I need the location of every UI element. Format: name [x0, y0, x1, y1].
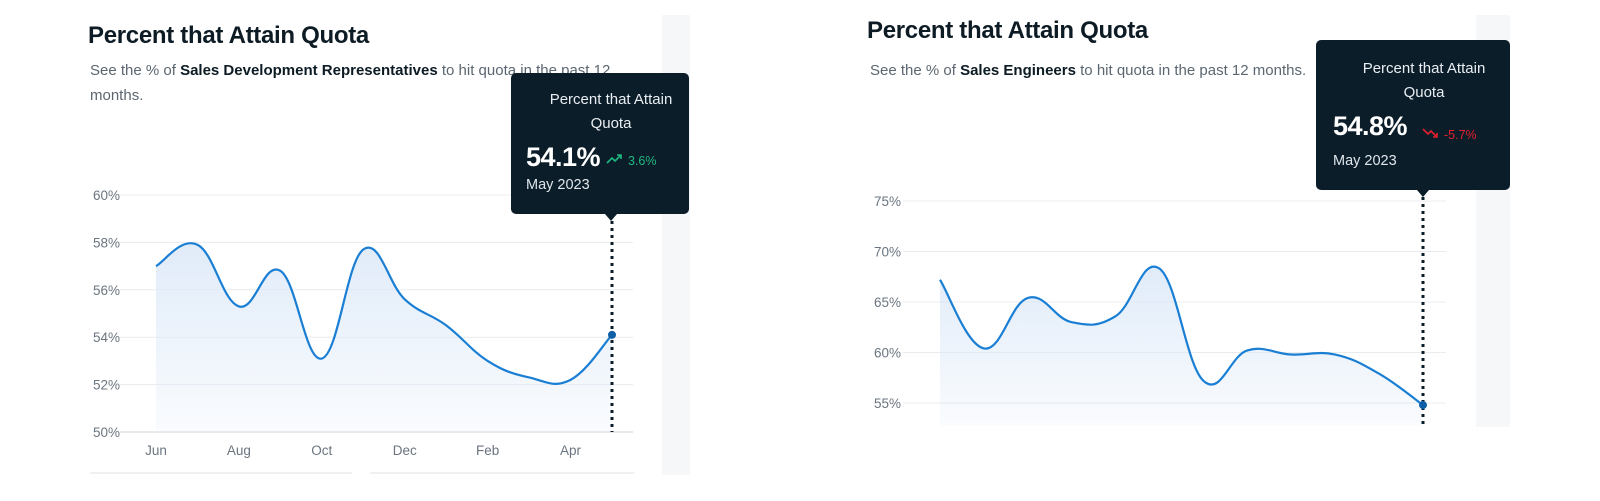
highlighted-point [1419, 401, 1427, 410]
tooltip-change-value: 3.6% [628, 153, 657, 168]
x-tick-label: Aug [227, 443, 251, 458]
y-tick-label: 60% [93, 188, 120, 203]
y-tick-label: 56% [93, 283, 120, 298]
chart-description: See the % of Sales Engineers to hit quot… [870, 58, 1330, 83]
x-tick-label: Oct [311, 443, 332, 458]
y-tick-label: 75% [874, 194, 901, 209]
divider [90, 472, 352, 474]
series-area [940, 266, 1423, 426]
x-tick-label: Dec [393, 443, 417, 458]
tooltip-pointer [1417, 190, 1429, 197]
tooltip-change-value: -5.7% [1444, 127, 1477, 142]
tooltip-date: May 2023 [526, 177, 590, 193]
divider [370, 472, 634, 474]
y-tick-label: 60% [874, 346, 901, 361]
tooltip-value: 54.8% [1333, 111, 1408, 141]
y-tick-label: 65% [874, 295, 901, 310]
y-tick-label: 50% [93, 425, 120, 440]
tooltip-value: 54.1% [526, 142, 601, 172]
y-tick-label: 70% [874, 245, 901, 260]
chart-title: Percent that Attain Quota [88, 22, 369, 49]
y-tick-label: 58% [93, 235, 120, 250]
chart-tooltip: Percent that Attain Quota 54.8% -5.7% Ma… [1316, 40, 1510, 197]
tooltip-title: Percent that Attain Quota [549, 91, 673, 132]
chart-description: See the % of Sales Development Represent… [90, 58, 630, 108]
series-line [939, 265, 1424, 406]
trend-up-icon [606, 153, 624, 168]
highlighted-point [608, 330, 616, 339]
y-tick-label: 52% [93, 378, 120, 393]
chart-panel-sdr: Percent that Attain Quota See the % of S… [0, 0, 700, 501]
desc-prefix: See the % of [870, 62, 961, 79]
x-tick-label: Jun [145, 443, 167, 458]
tooltip-date: May 2023 [1333, 153, 1397, 169]
desc-role: Sales Engineers [960, 62, 1076, 79]
line-chart-se: 75% 70% 65% 60% 55% [874, 190, 1446, 426]
tooltip-pointer [605, 214, 617, 221]
y-tick-label: 55% [874, 396, 901, 411]
desc-suffix: to hit quota in the past 12 months. [1075, 62, 1307, 79]
tooltip-change: 3.6% [606, 153, 657, 168]
desc-role: Sales Development Representatives [180, 62, 438, 79]
desc-prefix: See the % of [90, 62, 181, 79]
series-line [155, 242, 613, 385]
x-tick-label: Feb [476, 443, 499, 458]
series-area [156, 243, 612, 432]
trend-down-icon [1422, 127, 1440, 142]
y-tick-label: 54% [93, 330, 120, 345]
x-tick-label: Apr [560, 443, 582, 458]
chart-panel-se: Percent that Attain Quota See the % of S… [800, 0, 1600, 501]
chart-title: Percent that Attain Quota [867, 17, 1148, 44]
chart-tooltip: Percent that Attain Quota 54.1% 3.6% May… [511, 73, 689, 221]
tooltip-title: Percent that Attain Quota [1362, 60, 1486, 101]
tooltip-change: -5.7% [1422, 127, 1477, 142]
